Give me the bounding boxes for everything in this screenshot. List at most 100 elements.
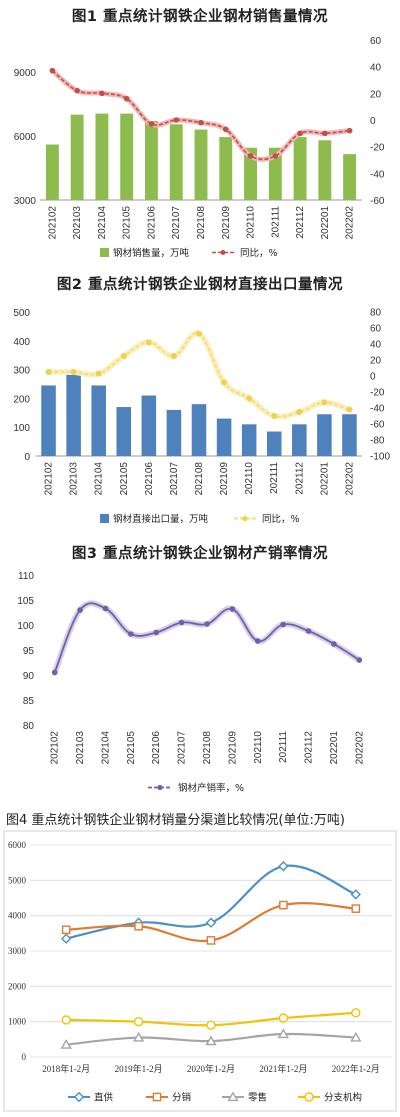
chart4-y-tick: 2000 — [8, 981, 27, 991]
chart4-point-1 — [61, 925, 71, 935]
chart2-point — [120, 353, 127, 359]
chart4-legend-marker — [304, 1092, 314, 1102]
chart3-x-tick: 202106 — [151, 731, 162, 765]
chart3-point — [204, 621, 210, 627]
chart2-y2-tick: -80 — [370, 436, 385, 447]
chart1-y2-tick: 20 — [370, 89, 382, 100]
chart1-x-tick: 202106 — [146, 206, 157, 240]
chart4-title: 图4 重点统计钢铁企业钢材销量分渠道比较情况(单位:万吨) — [6, 813, 345, 828]
chart2-bar — [191, 404, 207, 456]
chart1-y2-tick: -40 — [370, 169, 385, 180]
chart2-bar — [141, 395, 157, 456]
chart3-x-tick: 202104 — [100, 731, 111, 765]
chart2-bar — [266, 431, 282, 456]
chart3-x-tick: 202110 — [253, 731, 264, 764]
chart4-legend-marker — [227, 1091, 239, 1102]
chart1-x-tick: 202108 — [196, 206, 207, 240]
chart4-point-0 — [61, 933, 72, 944]
chart2-panel: 图2 重点统计钢铁企业钢材直接出口量情况 0 100 200 300 400 500 -10… — [0, 270, 400, 535]
chart1-bar — [293, 137, 307, 200]
chart1-point — [99, 90, 105, 97]
chart1-svg: 3000 6000 9000 -60 -40 -20 0 20 40 60 202102 202103… — [14, 36, 385, 259]
chart4-point-2 — [132, 1031, 145, 1042]
chart3-point — [178, 619, 185, 626]
chart2-legend-swatch-bar — [100, 514, 109, 523]
chart3-point — [356, 657, 363, 663]
chart2-point — [271, 413, 278, 419]
chart2-x-tick: 202102 — [44, 462, 55, 496]
chart3-line-glow — [51, 600, 363, 676]
chart4-svg: 0 1000 2000 3000 4000 5000 6000 2018年1-2月 2019年1… — [3, 830, 397, 1112]
chart1-point — [123, 95, 130, 102]
chart1-x-tick: 202110 — [246, 206, 257, 239]
chart1-bar — [70, 114, 84, 200]
chart3-y-tick: 85 — [23, 696, 35, 707]
chart4-frame — [3, 830, 397, 1112]
chart1-y2-tick: -60 — [370, 196, 385, 207]
chart3-title: 图3 重点统计钢铁企业钢材产销率情况 — [71, 546, 329, 562]
chart4-y-tick: 5000 — [8, 875, 27, 885]
chart3-point — [51, 669, 58, 676]
chart3-svg: 80 85 90 95 100 105 110 202102 202103 202104 20210… — [17, 571, 365, 794]
chart2-point — [346, 406, 353, 413]
chart2-bar — [166, 409, 182, 456]
chart3-panel: 图3 重点统计钢铁企业钢材产销率情况 80 85 90 95 100 105 110 2021… — [0, 537, 400, 797]
chart4-x-tick: 2022年1-2月 — [332, 1063, 380, 1074]
chart2-y2-tick: 20 — [370, 356, 382, 367]
chart4-point-2 — [350, 1031, 362, 1042]
chart1-bar — [145, 121, 158, 200]
chart1-bar — [244, 147, 257, 200]
chart2-bar — [91, 385, 106, 456]
chart2-y-tick: 300 — [13, 366, 30, 377]
chart1-bar — [343, 154, 357, 200]
chart3-x-tick: 202111 — [278, 731, 289, 763]
chart2-x-tick: 202111 — [269, 462, 280, 494]
chart2-bar — [241, 424, 257, 456]
chart1-bar — [318, 140, 332, 200]
chart2-y-tick: 100 — [13, 423, 30, 434]
chart4-point-0 — [350, 889, 361, 900]
chart3-y-tick: 80 — [23, 721, 35, 732]
chart1-x-tick: 202104 — [97, 206, 108, 240]
chart2-point — [170, 353, 177, 359]
chart3-point — [254, 638, 261, 644]
chart2-y2-tick: -60 — [370, 420, 385, 431]
chart4-y-tick: 3000 — [8, 946, 27, 956]
chart1-bar — [95, 113, 109, 200]
chart1-point — [247, 153, 254, 159]
chart2-legend-marker — [242, 515, 248, 522]
chart2-y-tick: 0 — [24, 452, 30, 463]
chart2-title: 图2 重点统计钢铁企业钢材直接出口量情况 — [56, 277, 344, 293]
chart4-point-3 — [206, 1020, 216, 1030]
chart3-legend-label: 钢材产销率，% — [178, 782, 244, 794]
chart4-point-1 — [206, 936, 216, 945]
chart4-legend-label: 直供 — [94, 1092, 114, 1104]
chart3-x-tick: 202202 — [354, 731, 365, 765]
chart3-x-tick: 202108 — [202, 731, 213, 765]
chart2-point — [70, 369, 77, 375]
chart2-bar — [116, 407, 132, 456]
chart2-x-tick: 202109 — [219, 462, 230, 496]
chart1-x-tick: 202202 — [345, 206, 356, 240]
chart1-title: 图1 重点统计钢铁企业钢材销售量情况 — [71, 9, 329, 25]
chart4-point-1 — [279, 900, 288, 910]
chart2-x-tick: 202105 — [119, 462, 130, 496]
chart4-y-tick: 6000 — [8, 840, 27, 850]
chart1-y-tick: 9000 — [14, 68, 37, 79]
chart3-line — [53, 602, 360, 673]
chart2-x-tick: 202112 — [294, 462, 305, 495]
chart2-y2-tick: -20 — [370, 388, 385, 399]
chart4-panel: 图4 重点统计钢铁企业钢材销量分渠道比较情况(单位:万吨) 0 1000 2000 3… — [0, 805, 400, 1117]
chart1-x-tick: 202111 — [270, 206, 281, 238]
chart4-point-3 — [278, 1013, 289, 1023]
chart3-point — [305, 628, 312, 634]
chart4-point-1 — [134, 921, 143, 931]
chart1-x-tick: 202112 — [295, 206, 306, 239]
chart2-x-tick: 202201 — [319, 462, 330, 496]
chart4-legend-label: 分支机构 — [324, 1092, 362, 1104]
chart1-x-tick: 202201 — [320, 206, 331, 240]
chart2-x-tick: 202103 — [69, 462, 80, 496]
chart1-bar — [219, 137, 233, 200]
chart2-x-tick: 202107 — [169, 462, 180, 496]
chart1-point — [346, 127, 353, 134]
